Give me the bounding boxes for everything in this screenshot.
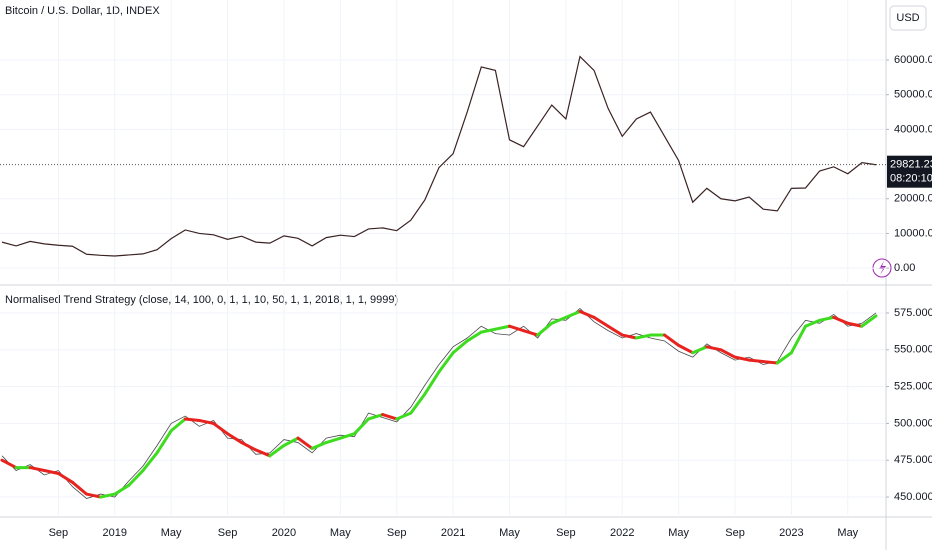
x-tick-label: May: [668, 527, 689, 539]
trend-segment: [0, 458, 18, 470]
trend-segment: [42, 469, 60, 475]
countdown-label: 08:20:10: [890, 173, 932, 185]
trend-segment: [620, 333, 638, 340]
trend-segment: [451, 339, 469, 355]
x-tick-label: May: [499, 527, 520, 539]
y-tick-label: 575.0000: [894, 307, 932, 319]
trend-segment: [747, 358, 765, 364]
trend-segment: [507, 324, 526, 333]
y-tick-label: 60000.00: [894, 54, 932, 66]
trend-segment: [296, 436, 314, 450]
y-tick-label: 475.0000: [894, 454, 932, 466]
x-tick-label: 2023: [779, 527, 803, 539]
trend-segment: [268, 443, 286, 458]
trend-segment: [705, 345, 723, 352]
trend-segment: [733, 355, 751, 362]
currency-label[interactable]: USD: [896, 12, 919, 24]
trend-segment: [846, 321, 864, 328]
x-tick-label: Sep: [49, 527, 69, 539]
y-tick-label: 500.0000: [894, 417, 932, 429]
x-tick-label: 2019: [103, 527, 127, 539]
trend-segment: [85, 492, 103, 499]
trend-segment: [226, 432, 244, 445]
trend-segment: [183, 417, 201, 422]
trend-segment: [282, 436, 300, 447]
y-tick-label: 525.0000: [894, 381, 932, 393]
x-tick-label: Sep: [218, 527, 238, 539]
trend-segment: [28, 466, 46, 473]
trend-segment: [70, 480, 89, 496]
trend-segment: [395, 411, 413, 421]
trend-segment: [663, 333, 681, 347]
trend-segment: [832, 315, 850, 325]
x-tick-label: Sep: [556, 527, 576, 539]
trend-segment: [141, 451, 159, 473]
trend-segment: [211, 421, 230, 436]
indicator-title: Normalised Trend Strategy (close, 14, 10…: [5, 294, 398, 306]
trend-segment: [677, 343, 695, 355]
trend-segment: [155, 429, 173, 455]
trend-segment: [423, 370, 441, 396]
x-tick-label: 2022: [610, 527, 634, 539]
trend-segment: [338, 432, 356, 440]
last-price-label: 29821.23: [890, 159, 932, 171]
trend-segment: [99, 492, 117, 499]
trend-segment: [240, 441, 258, 452]
trend-segment: [860, 314, 878, 328]
trend-segment: [352, 417, 371, 436]
y-tick-label: 0.00: [894, 262, 915, 274]
trend-segment: [536, 321, 554, 337]
x-tick-label: Sep: [387, 527, 407, 539]
trend-segment: [127, 469, 145, 487]
trend-segment: [719, 348, 737, 359]
y-tick-label: 10000.00: [894, 227, 932, 239]
y-tick-label: 40000.00: [894, 123, 932, 135]
y-tick-label: 550.0000: [894, 344, 932, 356]
trend-segment: [691, 345, 709, 355]
trend-segment: [437, 351, 455, 374]
last-price-box: [887, 155, 932, 188]
x-tick-label: May: [161, 527, 182, 539]
x-tick-label: 2020: [272, 527, 296, 539]
trend-segment: [592, 315, 610, 328]
trend-segment: [367, 413, 385, 421]
trend-segment: [775, 351, 793, 365]
x-tick-label: Sep: [725, 527, 745, 539]
trend-segment: [381, 413, 399, 421]
x-tick-label: May: [330, 527, 351, 539]
trend-segment: [254, 448, 272, 458]
trend-segment: [493, 324, 511, 331]
trend-segment: [324, 436, 342, 445]
trend-segment: [804, 318, 822, 328]
trend-segment: [634, 333, 652, 340]
symbol-title: Bitcoin / U.S. Dollar, 1D, INDEX: [5, 5, 160, 17]
trend-segment: [56, 471, 74, 484]
trend-segment: [409, 392, 427, 415]
trend-segment: [789, 324, 808, 355]
x-tick-label: 2021: [441, 527, 465, 539]
trend-segment: [465, 330, 483, 343]
price-line: [1, 55, 877, 257]
trend-segment: [606, 324, 624, 337]
currency-button[interactable]: [889, 5, 927, 31]
x-tick-label: May: [837, 527, 858, 539]
trend-segment: [550, 315, 568, 325]
trend-segment: [761, 360, 779, 365]
y-tick-label: 50000.00: [894, 89, 932, 101]
y-tick-label: 20000.00: [894, 193, 932, 205]
trend-segment: [818, 315, 836, 322]
trend-segment: [522, 329, 540, 337]
trend-segment: [113, 483, 131, 496]
trend-segment: [479, 327, 497, 334]
trend-segment: [310, 441, 328, 450]
trend-segment: [169, 417, 187, 433]
y-tick-label: 450.0000: [894, 491, 932, 503]
trend-segment: [564, 309, 582, 319]
trend-segment: [197, 418, 215, 425]
raw-line: [1, 308, 877, 499]
trend-segment: [578, 309, 596, 319]
